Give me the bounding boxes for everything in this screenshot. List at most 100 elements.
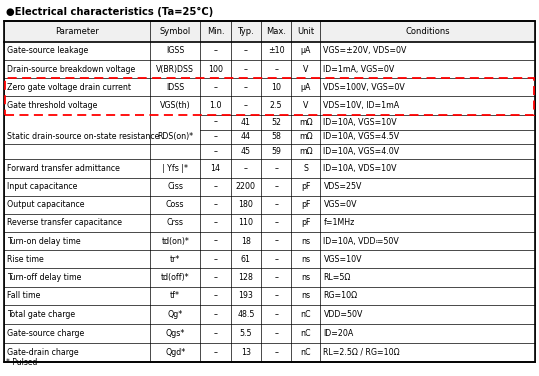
- Text: 18: 18: [241, 237, 251, 246]
- Text: V: V: [303, 65, 308, 74]
- Text: Qg*: Qg*: [168, 310, 183, 319]
- Text: 180: 180: [238, 200, 253, 209]
- Text: Static drain-source on-state resistance: Static drain-source on-state resistance: [7, 132, 160, 141]
- Text: tr*: tr*: [170, 255, 181, 264]
- Text: Drain-source breakdown voltage: Drain-source breakdown voltage: [7, 65, 135, 74]
- Text: RL=2.5Ω / RG=10Ω: RL=2.5Ω / RG=10Ω: [323, 348, 400, 357]
- Text: V: V: [303, 101, 308, 110]
- Text: –: –: [213, 310, 218, 319]
- Text: 128: 128: [238, 273, 253, 282]
- Text: –: –: [274, 255, 278, 264]
- Text: 2.5: 2.5: [270, 101, 282, 110]
- Text: Gate-source leakage: Gate-source leakage: [7, 47, 88, 56]
- Text: 61: 61: [241, 255, 251, 264]
- Text: IGSS: IGSS: [166, 47, 184, 56]
- Text: –: –: [274, 310, 278, 319]
- Text: –: –: [213, 218, 218, 227]
- Text: –: –: [213, 273, 218, 282]
- Text: –: –: [213, 348, 218, 357]
- Text: ID=10A, VGS=10V: ID=10A, VGS=10V: [323, 118, 397, 127]
- Text: Total gate charge: Total gate charge: [7, 310, 75, 319]
- Text: VDS=10V, ID=1mA: VDS=10V, ID=1mA: [323, 101, 399, 110]
- Text: Fall time: Fall time: [7, 291, 40, 300]
- Text: Zero gate voltage drain current: Zero gate voltage drain current: [7, 83, 131, 92]
- Text: –: –: [274, 182, 278, 191]
- Text: pF: pF: [301, 200, 310, 209]
- Text: pF: pF: [301, 218, 310, 227]
- Text: –: –: [274, 291, 278, 300]
- Text: VGS=10V: VGS=10V: [323, 255, 362, 264]
- Text: RDS(on)*: RDS(on)*: [157, 132, 194, 141]
- Text: 48.5: 48.5: [237, 310, 254, 319]
- Text: –: –: [213, 291, 218, 300]
- Text: ID=10A, VDS=10V: ID=10A, VDS=10V: [323, 164, 397, 173]
- Text: Turn-off delay time: Turn-off delay time: [7, 273, 81, 282]
- Text: 1.0: 1.0: [209, 101, 222, 110]
- Text: nC: nC: [301, 348, 311, 357]
- Text: 44: 44: [241, 132, 251, 141]
- Text: 110: 110: [238, 218, 253, 227]
- Text: Min.: Min.: [207, 27, 224, 36]
- Text: ns: ns: [301, 291, 310, 300]
- Text: 2200: 2200: [236, 182, 256, 191]
- Text: Gate-source charge: Gate-source charge: [7, 329, 84, 338]
- Text: 59: 59: [271, 147, 281, 156]
- Text: * Pulsed: * Pulsed: [6, 358, 37, 367]
- Text: | Yfs |*: | Yfs |*: [162, 164, 188, 173]
- Text: –: –: [244, 47, 248, 56]
- Text: –: –: [244, 101, 248, 110]
- Text: pF: pF: [301, 182, 310, 191]
- Text: –: –: [274, 273, 278, 282]
- Text: Ciss: Ciss: [167, 182, 183, 191]
- Text: Coss: Coss: [166, 200, 184, 209]
- Text: ±10: ±10: [268, 47, 285, 56]
- Text: ID=10A, VDD≔50V: ID=10A, VDD≔50V: [323, 237, 399, 246]
- Text: –: –: [244, 164, 248, 173]
- Text: –: –: [274, 65, 278, 74]
- Text: –: –: [274, 329, 278, 338]
- Text: μA: μA: [301, 47, 311, 56]
- Text: –: –: [213, 83, 218, 92]
- Text: Qgs*: Qgs*: [165, 329, 185, 338]
- Bar: [4, 21, 535, 42]
- Text: RG=10Ω: RG=10Ω: [323, 291, 357, 300]
- Text: –: –: [213, 182, 218, 191]
- Text: –: –: [213, 132, 218, 141]
- Text: Turn-on delay time: Turn-on delay time: [7, 237, 81, 246]
- Text: RL=5Ω: RL=5Ω: [323, 273, 351, 282]
- Text: ID=10A, VGS=4.0V: ID=10A, VGS=4.0V: [323, 147, 399, 156]
- Text: Max.: Max.: [266, 27, 286, 36]
- Text: ID=20A: ID=20A: [323, 329, 354, 338]
- Text: –: –: [274, 218, 278, 227]
- Text: 41: 41: [241, 118, 251, 127]
- Text: VDD=50V: VDD=50V: [323, 310, 363, 319]
- Text: VDS=25V: VDS=25V: [323, 182, 362, 191]
- Text: Forward transfer admittance: Forward transfer admittance: [7, 164, 120, 173]
- Text: Symbol: Symbol: [160, 27, 191, 36]
- Text: 5.5: 5.5: [240, 329, 252, 338]
- Text: Rise time: Rise time: [7, 255, 44, 264]
- Text: 52: 52: [271, 118, 281, 127]
- Text: –: –: [213, 329, 218, 338]
- Text: Crss: Crss: [167, 218, 184, 227]
- Text: V(BR)DSS: V(BR)DSS: [156, 65, 194, 74]
- Text: ns: ns: [301, 255, 310, 264]
- Text: VGS=0V: VGS=0V: [323, 200, 357, 209]
- Text: –: –: [274, 164, 278, 173]
- Text: Gate threshold voltage: Gate threshold voltage: [7, 101, 98, 110]
- Text: –: –: [274, 237, 278, 246]
- Text: –: –: [244, 83, 248, 92]
- Text: 13: 13: [241, 348, 251, 357]
- Text: Parameter: Parameter: [55, 27, 99, 36]
- Text: VGS(th): VGS(th): [160, 101, 191, 110]
- Text: –: –: [213, 200, 218, 209]
- Text: μA: μA: [301, 83, 311, 92]
- Text: Unit: Unit: [298, 27, 314, 36]
- Text: nC: nC: [301, 310, 311, 319]
- Text: –: –: [213, 147, 218, 156]
- Bar: [5, 78, 534, 115]
- Text: 58: 58: [271, 132, 281, 141]
- Text: Qgd*: Qgd*: [165, 348, 185, 357]
- Text: –: –: [213, 255, 218, 264]
- Text: 100: 100: [208, 65, 223, 74]
